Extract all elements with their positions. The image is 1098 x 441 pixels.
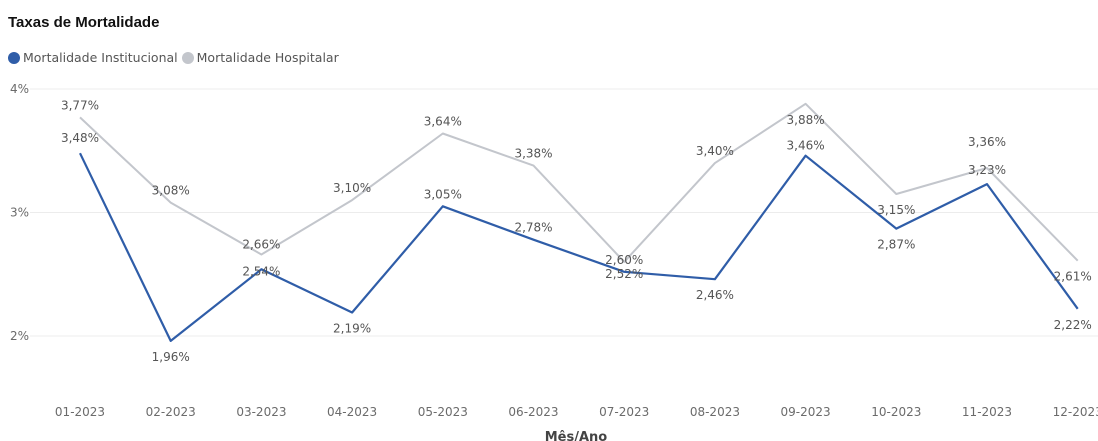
legend: Mortalidade Institucional Mortalidade Ho… (8, 50, 343, 65)
x-tick-label: 06-2023 (508, 405, 558, 419)
data-label-institucional: 1,96% (152, 350, 190, 364)
series-line-hospitalar (79, 102, 1079, 263)
data-label-hospitalar: 2,66% (242, 237, 280, 251)
data-label-hospitalar: 3,15% (877, 203, 915, 217)
gridlines (30, 88, 1098, 337)
data-label-hospitalar: 3,36% (968, 135, 1006, 149)
legend-item-institucional[interactable]: Mortalidade Institucional (8, 50, 178, 65)
data-label-hospitalar: 3,10% (333, 181, 371, 195)
legend-label-institucional: Mortalidade Institucional (23, 50, 178, 65)
legend-marker-hospitalar (181, 51, 194, 64)
data-label-institucional: 2,54% (242, 264, 280, 278)
series-line-institucional (79, 152, 1079, 342)
legend-label-hospitalar: Mortalidade Hospitalar (196, 50, 339, 65)
data-label-institucional: 2,46% (696, 288, 734, 302)
data-label-institucional: 3,48% (61, 131, 99, 145)
data-label-institucional: 2,87% (877, 238, 915, 252)
y-tick-label: 2% (10, 329, 29, 343)
y-tick-label: 4% (10, 82, 29, 96)
data-label-hospitalar: 2,60% (605, 253, 643, 267)
data-label-institucional: 2,22% (1054, 318, 1092, 332)
data-label-hospitalar: 3,38% (514, 147, 552, 161)
x-tick-label: 10-2023 (871, 405, 921, 419)
y-axis: 2% 3% 4% (10, 82, 29, 343)
y-tick-label: 3% (10, 206, 29, 220)
x-tick-label: 11-2023 (962, 405, 1012, 419)
data-label-institucional: 3,23% (968, 163, 1006, 177)
data-label-institucional: 3,05% (424, 187, 462, 201)
data-label-institucional: 2,52% (605, 267, 643, 281)
data-label-hospitalar: 2,61% (1054, 270, 1092, 284)
x-axis-title: Mês/Ano (545, 430, 608, 441)
legend-item-hospitalar[interactable]: Mortalidade Hospitalar (181, 50, 339, 65)
x-tick-label: 01-2023 (55, 405, 105, 419)
data-label-institucional: 2,78% (514, 221, 552, 235)
x-tick-label: 07-2023 (599, 405, 649, 419)
x-tick-label: 12-2023 (1053, 405, 1098, 419)
data-label-hospitalar: 3,40% (696, 144, 734, 158)
data-label-hospitalar: 3,64% (424, 114, 462, 128)
data-label-institucional: 3,46% (787, 139, 825, 153)
series-lines (79, 102, 1079, 342)
data-label-hospitalar: 3,08% (152, 184, 190, 198)
x-tick-label: 09-2023 (781, 405, 831, 419)
x-tick-label: 02-2023 (146, 405, 196, 419)
x-tick-label: 03-2023 (236, 405, 286, 419)
x-tick-label: 05-2023 (418, 405, 468, 419)
data-labels: 3,48% 1,96% 2,54% 2,19% 3,05% 2,78% 2,52% 2,46%… (61, 98, 1092, 364)
chart-title: Taxas de Mortalidade (8, 14, 160, 31)
x-axis: 01-2023 02-2023 03-2023 04-2023 05-2023 06-20… (55, 405, 1098, 419)
data-label-hospitalar: 3,88% (787, 113, 825, 127)
data-label-hospitalar: 3,77% (61, 98, 99, 112)
data-label-institucional: 2,19% (333, 322, 371, 336)
legend-marker-institucional (8, 51, 20, 64)
x-tick-label: 04-2023 (327, 405, 377, 419)
x-tick-label: 08-2023 (690, 405, 740, 419)
